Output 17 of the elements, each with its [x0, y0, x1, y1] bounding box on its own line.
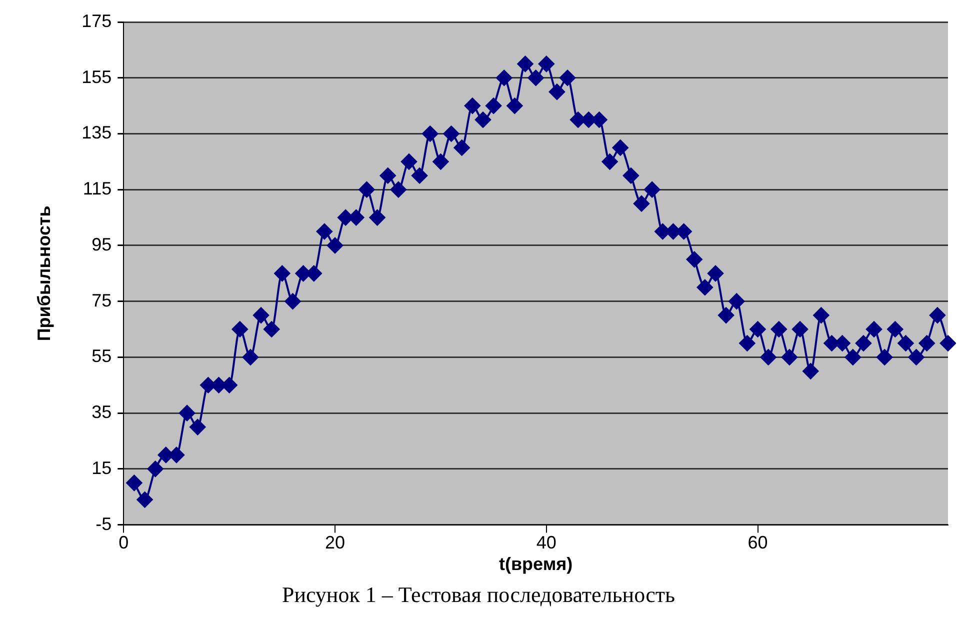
x-axis-title: t(время): [498, 554, 573, 574]
y-tick-label: 55: [92, 346, 112, 366]
x-tick-label: 0: [118, 532, 129, 553]
y-tick-label: 155: [82, 66, 112, 87]
y-tick-label: 75: [92, 290, 112, 310]
text: Рисунок 1 – Тестовая последовательность: [280, 582, 676, 608]
y-tick-label: 95: [92, 234, 112, 254]
x-tick-label: 20: [324, 532, 346, 553]
y-tick-label: 135: [82, 122, 112, 143]
x-tick-label: 60: [748, 532, 768, 553]
y-tick-label: 175: [82, 10, 112, 31]
y-tick-label: 15: [92, 458, 112, 478]
y-axis-title: Прибыльность: [34, 206, 54, 342]
y-tick-label: 115: [82, 178, 112, 199]
y-tick-label: 35: [92, 402, 112, 422]
y-tick-label: -5: [96, 514, 112, 534]
x-tick-label: 40: [536, 532, 556, 553]
